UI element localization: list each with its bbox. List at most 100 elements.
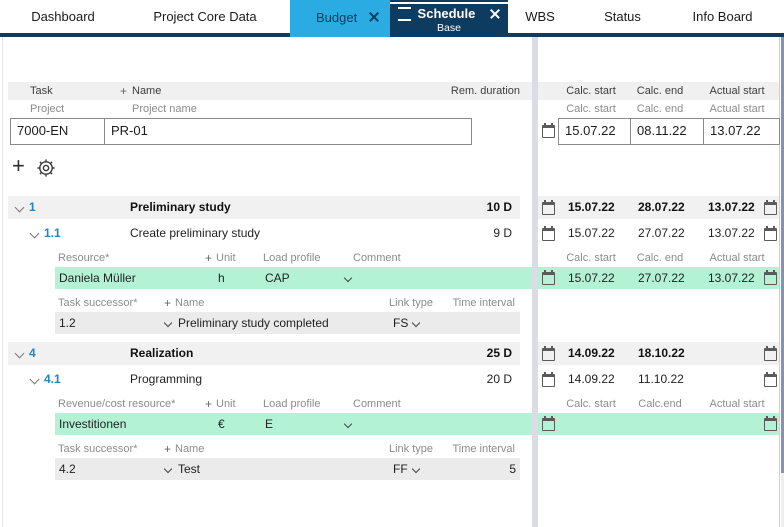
calc-start-value[interactable]: 15.07.22 bbox=[568, 271, 615, 285]
calendar-icon[interactable] bbox=[542, 346, 555, 361]
tab-schedule[interactable]: Schedule Base bbox=[390, 0, 508, 37]
project-id-field[interactable]: 7000-EN bbox=[17, 123, 69, 138]
chevron-down-icon[interactable] bbox=[29, 228, 40, 239]
calc-end-value[interactable]: 27.07.22 bbox=[638, 226, 685, 240]
task-row-child[interactable]: 1.1 Create preliminary study 9 D bbox=[8, 222, 520, 245]
chevron-down-icon[interactable] bbox=[14, 348, 25, 359]
successor-row[interactable]: 4.2 Test FF 5 bbox=[55, 458, 520, 480]
tab-dashboard[interactable]: Dashboard bbox=[18, 0, 108, 33]
calendar-icon[interactable] bbox=[764, 372, 777, 387]
calc-end-value[interactable]: 18.10.22 bbox=[638, 346, 685, 360]
chevron-down-icon[interactable] bbox=[163, 464, 173, 474]
link-type-value[interactable]: FS bbox=[393, 316, 409, 330]
calc-start-value[interactable]: 15.07.22 bbox=[568, 200, 615, 214]
dates-row-child: 14.09.22 11.10.22 bbox=[538, 368, 779, 391]
chevron-down-icon[interactable] bbox=[411, 464, 421, 474]
col-calc-start[interactable]: Calc. start bbox=[566, 85, 616, 97]
task-title[interactable]: Realization bbox=[130, 346, 194, 360]
task-duration[interactable]: 20 D bbox=[486, 372, 512, 386]
task-row-group[interactable]: 4 Realization 25 D bbox=[8, 342, 520, 365]
tab-info-board[interactable]: Info Board bbox=[665, 0, 780, 33]
task-duration[interactable]: 9 D bbox=[493, 226, 512, 240]
task-title[interactable]: Preliminary study bbox=[130, 200, 231, 214]
successor-id[interactable]: 1.2 bbox=[59, 316, 76, 330]
close-icon[interactable] bbox=[490, 9, 500, 19]
gear-icon[interactable] bbox=[36, 158, 56, 183]
project-calc-end-field[interactable]: 08.11.22 bbox=[637, 123, 687, 138]
actual-start-value[interactable]: 13.07.22 bbox=[708, 271, 755, 285]
calc-start-value[interactable]: 15.07.22 bbox=[568, 226, 615, 240]
calendar-icon[interactable] bbox=[542, 123, 555, 138]
resource-load-profile[interactable]: E bbox=[265, 417, 274, 431]
chevron-down-icon[interactable] bbox=[411, 318, 421, 328]
calc-end-value[interactable]: 27.07.22 bbox=[638, 271, 685, 285]
task-title[interactable]: Programming bbox=[130, 372, 203, 386]
tab-status[interactable]: Status bbox=[585, 0, 660, 33]
calendar-icon[interactable] bbox=[542, 416, 555, 431]
close-icon[interactable] bbox=[369, 12, 379, 22]
resource-unit[interactable]: € bbox=[218, 417, 225, 431]
add-column-icon[interactable]: + bbox=[120, 84, 128, 98]
resource-row[interactable]: Daniela Müller h CAP bbox=[55, 267, 532, 289]
project-name-field[interactable]: PR-01 bbox=[111, 123, 148, 138]
col-rem-duration[interactable]: Rem. duration bbox=[450, 85, 520, 97]
calendar-icon[interactable] bbox=[542, 226, 555, 241]
resource-load-profile[interactable]: CAP bbox=[265, 271, 290, 285]
col-name[interactable]: Name bbox=[132, 85, 162, 97]
calc-start-value[interactable]: 14.09.22 bbox=[568, 346, 615, 360]
task-row-group[interactable]: 1 Preliminary study 10 D bbox=[8, 196, 520, 219]
successor-name[interactable]: Test bbox=[178, 462, 201, 476]
task-row-child[interactable]: 4.1 Programming 20 D bbox=[8, 368, 520, 391]
task-duration[interactable]: 25 D bbox=[486, 346, 512, 360]
tab-budget[interactable]: Budget bbox=[290, 0, 390, 37]
calendar-icon[interactable] bbox=[764, 200, 777, 215]
chevron-down-icon[interactable] bbox=[163, 318, 173, 328]
calendar-icon[interactable] bbox=[764, 416, 777, 431]
project-dates-label-row: Calc. start Calc. end Actual start bbox=[538, 101, 779, 117]
actual-start-value[interactable]: 13.07.22 bbox=[708, 226, 755, 240]
panel-divider[interactable] bbox=[532, 37, 538, 527]
calc-end-value[interactable]: 28.07.22 bbox=[638, 200, 685, 214]
tab-label: Budget bbox=[316, 9, 358, 25]
tab-project-core-data[interactable]: Project Core Data bbox=[125, 0, 285, 33]
resource-name[interactable]: Daniela Müller bbox=[59, 271, 136, 285]
time-interval-value[interactable]: 5 bbox=[509, 462, 516, 476]
calendar-icon[interactable] bbox=[542, 372, 555, 387]
col-calc-end[interactable]: Calc. end bbox=[636, 85, 684, 97]
task-title[interactable]: Create preliminary study bbox=[130, 226, 261, 240]
tab-wbs[interactable]: WBS bbox=[505, 0, 575, 33]
resource-row[interactable]: Investitionen € E bbox=[55, 413, 532, 435]
successor-row[interactable]: 1.2 Preliminary study completed FS bbox=[55, 312, 520, 334]
link-type-value[interactable]: FF bbox=[393, 462, 408, 476]
chevron-down-icon[interactable] bbox=[29, 374, 40, 385]
calendar-icon[interactable] bbox=[764, 346, 777, 361]
chevron-down-icon[interactable] bbox=[343, 273, 353, 283]
add-task-button[interactable]: + bbox=[12, 153, 25, 178]
calendar-icon[interactable] bbox=[542, 270, 555, 285]
successor-id[interactable]: 4.2 bbox=[59, 462, 76, 476]
col-actual-start[interactable]: Actual start bbox=[709, 85, 765, 97]
project-calc-start-field[interactable]: 15.07.22 bbox=[565, 123, 616, 138]
calendar-icon[interactable] bbox=[764, 270, 777, 285]
task-duration[interactable]: 10 D bbox=[486, 200, 512, 214]
add-resource-icon[interactable]: + bbox=[205, 397, 213, 411]
add-resource-icon[interactable]: + bbox=[205, 251, 213, 265]
col-task[interactable]: Task bbox=[30, 85, 53, 97]
actual-start-value[interactable]: 13.07.22 bbox=[708, 200, 755, 214]
calc-end-value[interactable]: 11.10.22 bbox=[638, 372, 684, 386]
scrollbar-thumb[interactable] bbox=[781, 37, 784, 473]
calendar-icon[interactable] bbox=[542, 200, 555, 215]
chevron-down-icon[interactable] bbox=[14, 202, 25, 213]
add-successor-icon[interactable]: + bbox=[164, 296, 172, 310]
chevron-down-icon[interactable] bbox=[343, 419, 353, 429]
resource-name[interactable]: Investitionen bbox=[59, 417, 127, 431]
vertical-scrollbar[interactable] bbox=[781, 37, 784, 527]
add-successor-icon[interactable]: + bbox=[164, 442, 172, 456]
successor-name[interactable]: Preliminary study completed bbox=[178, 316, 329, 330]
menu-icon[interactable] bbox=[398, 6, 411, 21]
resource-dates-label-row: Calc. start Calc.end Actual start bbox=[538, 396, 779, 412]
project-actual-start-field[interactable]: 13.07.22 bbox=[710, 123, 761, 138]
calc-start-value[interactable]: 14.09.22 bbox=[568, 372, 615, 386]
calendar-icon[interactable] bbox=[764, 226, 777, 241]
resource-unit[interactable]: h bbox=[218, 271, 225, 285]
